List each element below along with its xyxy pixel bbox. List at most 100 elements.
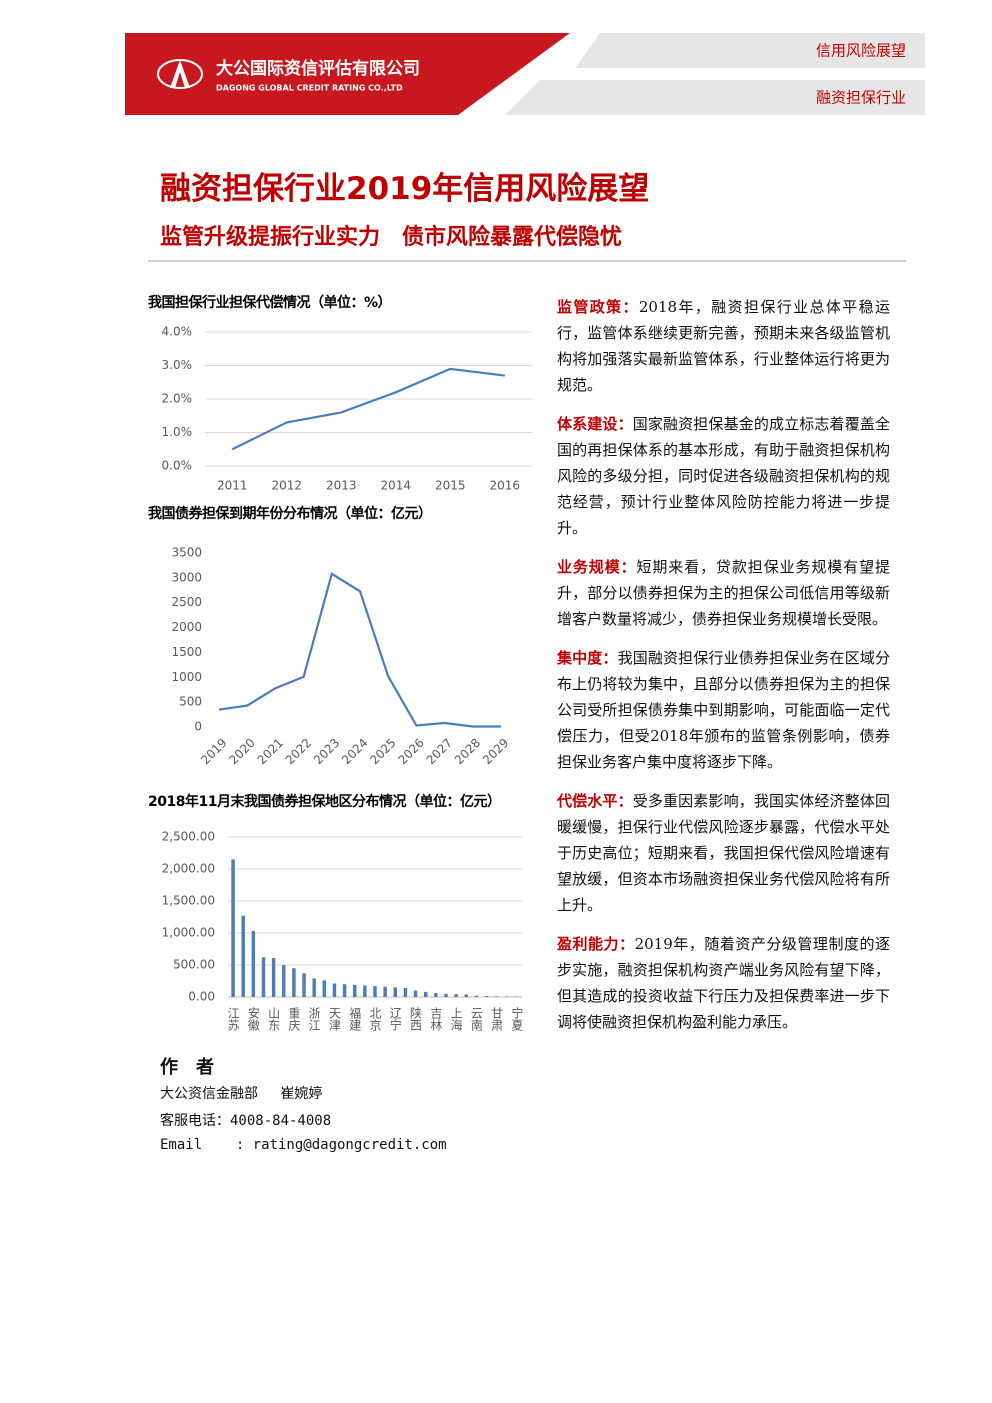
summary: 监管政策：2018年，融资担保行业总体平稳运行，监管体系继续更新完善，预期未来各…	[557, 294, 890, 1048]
phone: 客服电话：4008-84-4008	[160, 1113, 332, 1129]
y-tick-label: 3.0%	[162, 358, 193, 372]
x-tick-label: 福建	[348, 1006, 362, 1032]
x-tick-label: 2024	[339, 736, 370, 767]
y-tick-label: 500	[179, 695, 202, 709]
x-tick-label: 江苏	[226, 1007, 240, 1031]
paragraph-heading: 业务规模：	[557, 558, 637, 576]
logo	[157, 59, 203, 89]
company-name: 大公国际资信评估有限公司	[216, 58, 420, 79]
paragraph-heading: 盈利能力：	[557, 935, 635, 953]
y-tick-label: 500.00	[173, 958, 215, 972]
bar	[474, 995, 479, 997]
bar	[292, 968, 296, 997]
header-band	[125, 33, 570, 115]
x-tick-label: 2013	[326, 479, 357, 493]
summary-paragraph: 代偿水平：受多重因素影响，我国实体经济整体回暖缓慢，担保行业代偿风险逐步暴露，代…	[557, 788, 890, 918]
company-name-en: DAGONG GLOBAL CREDIT RATING CO.,LTD	[216, 84, 403, 93]
x-tick-label: 上海	[449, 1007, 463, 1031]
y-tick-label: 2,000.00	[162, 862, 215, 876]
x-tick-label: 山东	[267, 1007, 281, 1031]
bar	[251, 931, 256, 997]
y-tick-label: 1000	[171, 670, 202, 684]
y-tick-label: 3000	[171, 570, 202, 584]
x-tick-label: 2025	[367, 736, 398, 767]
y-tick-label: 1500	[171, 645, 202, 659]
x-tick-label: 2027	[424, 736, 455, 767]
chart-title: 我国担保行业担保代偿情况（单位：%）	[148, 294, 391, 311]
x-tick-label: 2015	[435, 479, 466, 493]
chart-title: 2018年11月末我国债券担保地区分布情况（单位：亿元）	[148, 793, 500, 810]
bar	[302, 973, 306, 997]
title: 融资担保行业2019年信用风险展望	[160, 171, 650, 207]
bar	[363, 985, 367, 997]
divider	[148, 260, 906, 262]
bar	[444, 993, 448, 997]
y-tick-label: 4.0%	[162, 325, 193, 339]
author-heading: 作 者	[160, 1057, 214, 1078]
bar	[353, 984, 357, 997]
x-tick-label: 2011	[217, 479, 248, 493]
bar	[241, 915, 245, 997]
summary-paragraph: 集中度：我国融资担保行业债券担保业务在区域分布上仍将较为集中，且部分以债券担保为…	[557, 645, 890, 775]
x-tick-label: 2016	[489, 479, 520, 493]
x-tick-label: 2012	[271, 479, 302, 493]
x-tick-label: 2026	[395, 736, 426, 767]
bar	[505, 996, 509, 997]
bar	[271, 957, 276, 997]
summary-paragraph: 业务规模：短期来看，贷款担保业务规模有望提升，部分以债券担保为主的担保公司低信用…	[557, 554, 890, 632]
bar	[383, 986, 387, 997]
x-tick-label: 2014	[380, 479, 411, 493]
bar	[434, 993, 438, 997]
bar	[312, 978, 316, 997]
x-tick-label: 陕西	[409, 1006, 423, 1031]
chart-title: 我国债券担保到期年份分布情况（单位：亿元）	[148, 505, 432, 522]
y-tick-label: 2000	[171, 620, 202, 634]
paragraph-heading: 体系建设：	[557, 415, 633, 433]
bar	[322, 980, 327, 997]
tag: 融资担保行业	[816, 89, 906, 107]
bar	[373, 986, 377, 997]
tag-band	[505, 80, 925, 115]
bar	[423, 991, 428, 997]
summary-paragraph: 盈利能力：2019年，随着资产分级管理制度的逐步实施，融资担保机构资产端业务风险…	[557, 931, 890, 1035]
bar	[484, 996, 489, 997]
subtitle: 监管升级提振行业实力 债市风险暴露代偿隐忧	[160, 225, 623, 250]
x-tick-label: 北京	[368, 1007, 382, 1032]
y-tick-label: 0.0%	[162, 459, 193, 473]
paragraph-text: 2019年，随着资产分级管理制度的逐步实施，融资担保机构资产端业务风险有望下降，…	[557, 935, 890, 1031]
bar	[231, 859, 235, 997]
y-tick-label: 0.00	[188, 990, 215, 1004]
bar	[403, 988, 408, 997]
y-tick-label: 2.0%	[162, 392, 193, 406]
x-tick-label: 宁夏	[510, 1006, 524, 1031]
summary-paragraph: 体系建设：国家融资担保基金的成立标志着覆盖全国的再担保体系的基本形成，有助于融资…	[557, 411, 890, 541]
x-tick-label: 2023	[311, 736, 342, 767]
bar	[494, 996, 499, 997]
bar	[454, 994, 458, 997]
bar	[282, 965, 286, 997]
bar	[464, 994, 468, 997]
x-tick-label: 2020	[226, 736, 257, 767]
bar	[342, 984, 347, 997]
y-tick-label: 1,000.00	[162, 926, 215, 940]
paragraph-text: 短期来看，贷款担保业务规模有望提升，部分以债券担保为主的担保公司低信用等级新增客…	[557, 558, 890, 628]
email: Email : rating@dagongcredit.com	[160, 1137, 447, 1153]
line	[231, 367, 505, 451]
paragraph-text: 我国融资担保行业债券担保业务在区域分布上仍将较为集中，且部分以债券担保为主的担保…	[557, 649, 890, 771]
y-tick-label: 2,500.00	[162, 830, 215, 844]
y-tick-label: 0	[194, 720, 202, 734]
bar	[413, 990, 418, 997]
paragraph-heading: 监管政策：	[557, 298, 639, 316]
y-tick-label: 1,500.00	[162, 894, 215, 908]
line	[218, 572, 501, 728]
x-tick-label: 安徽	[246, 1006, 260, 1031]
paragraph-text: 受多重因素影响，我国实体经济整体回暖缓慢，担保行业代偿风险逐步暴露，代偿水平处于…	[557, 792, 890, 914]
bar	[261, 957, 266, 997]
bar	[332, 983, 337, 997]
x-tick-label: 2019	[198, 736, 229, 767]
tag: 信用风险展望	[816, 42, 906, 60]
x-tick-label: 云南	[469, 1007, 483, 1031]
bar	[393, 987, 397, 997]
